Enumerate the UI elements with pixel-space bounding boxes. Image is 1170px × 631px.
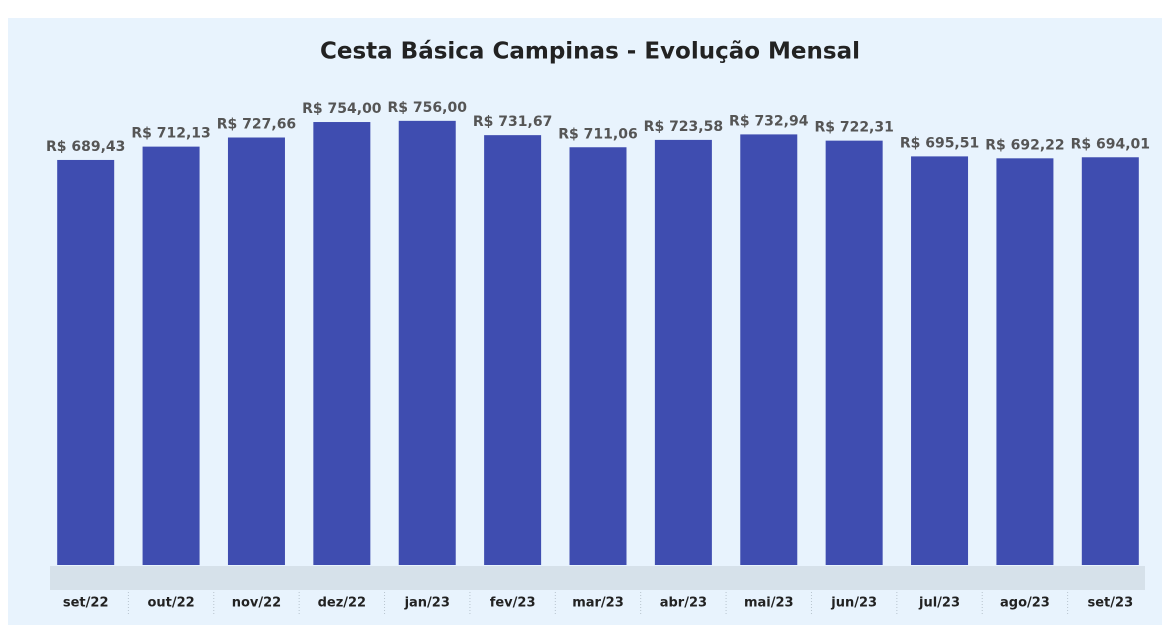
bar: [57, 159, 115, 565]
chart-title: Cesta Básica Campinas - Evolução Mensal: [320, 39, 860, 65]
bar: [1081, 157, 1139, 566]
x-tick-label: set/22: [63, 596, 109, 611]
value-label: R$ 692,22: [985, 137, 1064, 153]
value-label: R$ 754,00: [302, 101, 382, 117]
bar: [398, 120, 456, 565]
x-tick-label: jul/23: [918, 596, 960, 611]
category-strip: [50, 566, 1145, 590]
value-label: R$ 727,66: [217, 116, 296, 132]
bar: [569, 147, 627, 565]
x-tick-label: ago/23: [1000, 596, 1050, 611]
x-tick-label: fev/23: [490, 596, 536, 611]
value-label: R$ 756,00: [388, 100, 468, 116]
bar: [227, 137, 285, 565]
value-label: R$ 689,43: [46, 139, 125, 155]
bar: [996, 158, 1054, 566]
value-label: R$ 695,51: [900, 135, 979, 151]
x-tick-label: jan/23: [404, 596, 450, 611]
bar: [740, 134, 798, 565]
bar: [654, 139, 712, 566]
x-tick-label: jun/23: [830, 596, 877, 611]
x-tick-label: dez/22: [318, 596, 367, 611]
value-label: R$ 723,58: [644, 119, 723, 135]
bar: [911, 156, 969, 565]
x-tick-label: set/23: [1088, 596, 1134, 611]
bar: [142, 146, 200, 565]
x-tick-label: mai/23: [744, 596, 794, 611]
value-label: R$ 722,31: [814, 120, 893, 136]
x-tick-label: nov/22: [232, 596, 282, 611]
value-label: R$ 732,94: [729, 113, 809, 129]
bar: [484, 135, 542, 566]
value-label: R$ 712,13: [131, 126, 210, 142]
value-label: R$ 731,67: [473, 114, 552, 130]
value-label: R$ 711,06: [558, 126, 637, 142]
x-tick-label: mar/23: [572, 596, 624, 611]
x-tick-label: out/22: [147, 596, 194, 611]
x-tick-label: abr/23: [660, 596, 707, 611]
bar: [825, 140, 883, 565]
bar: [313, 122, 371, 566]
value-label: R$ 694,01: [1071, 136, 1150, 152]
